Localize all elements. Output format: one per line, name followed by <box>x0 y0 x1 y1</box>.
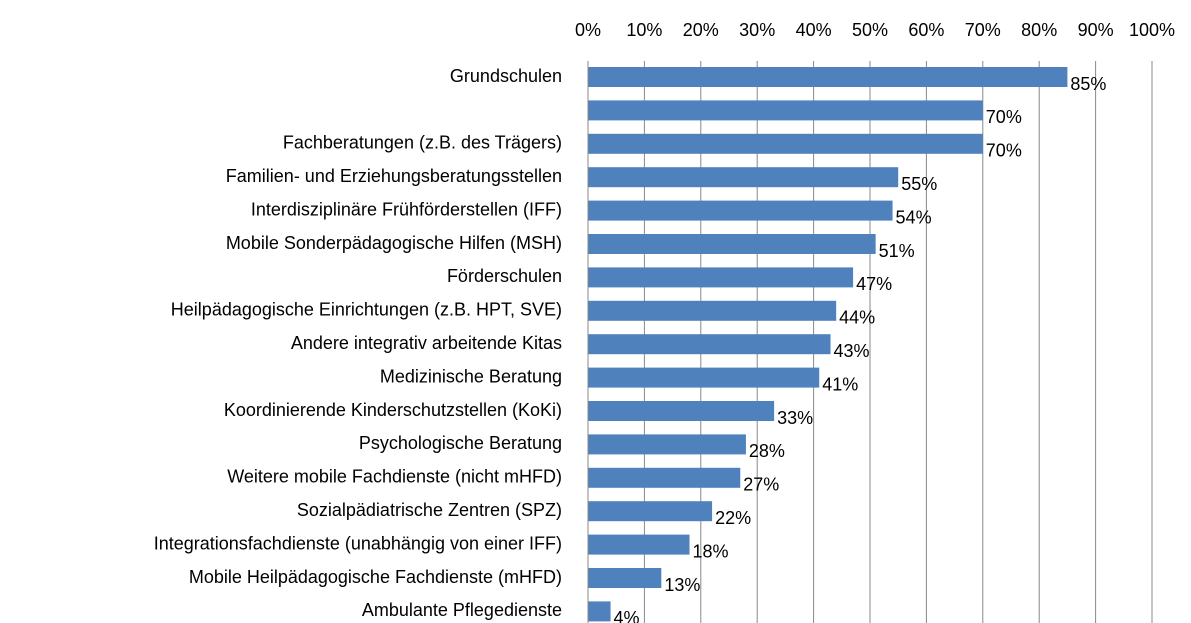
x-tick-label: 50% <box>852 20 888 40</box>
x-tick-label: 90% <box>1078 20 1114 40</box>
bar <box>588 434 746 455</box>
bar <box>588 67 1068 87</box>
x-tick-label: 10% <box>626 20 662 40</box>
y-tick-label: Mobile Heilpädagogische Fachdienste (mHF… <box>189 567 562 587</box>
bar <box>588 234 876 254</box>
bar <box>588 467 741 488</box>
value-label: 22% <box>715 508 751 528</box>
y-tick-label: Integrationsfachdienste (unabhängig von … <box>154 533 562 553</box>
bar <box>588 601 611 622</box>
value-label: 70% <box>986 141 1022 161</box>
bar <box>588 501 713 522</box>
value-label: 28% <box>749 441 785 461</box>
y-tick-label: Förderschulen <box>447 266 562 286</box>
value-label: 85% <box>1070 74 1106 94</box>
y-tick-label: Andere integrativ arbeitende Kitas <box>291 333 562 353</box>
value-label: 41% <box>822 374 858 394</box>
x-tick-label: 20% <box>683 20 719 40</box>
value-label: 18% <box>693 541 729 561</box>
y-tick-label: Sozialpädiatrische Zentren (SPZ) <box>297 500 562 520</box>
value-label: 47% <box>856 274 892 294</box>
value-label: 13% <box>664 575 700 595</box>
value-label: 33% <box>777 408 813 428</box>
x-tick-label: 100% <box>1129 20 1175 40</box>
bar <box>588 200 893 221</box>
x-tick-label: 70% <box>965 20 1001 40</box>
value-label: 55% <box>901 174 937 194</box>
x-tick-label: 80% <box>1021 20 1057 40</box>
value-label: 4% <box>614 608 640 623</box>
y-tick-label: Psychologische Beratung <box>359 433 562 453</box>
y-tick-label: Interdisziplinäre Frühförderstellen (IFF… <box>251 199 562 219</box>
x-tick-label: 30% <box>739 20 775 40</box>
bar <box>588 267 854 288</box>
bar <box>588 300 837 321</box>
bar <box>588 133 983 154</box>
y-tick-label: Grundschulen <box>450 66 562 86</box>
bar <box>588 534 690 555</box>
y-tick-label: Koordinierende Kinderschutzstellen (KoKi… <box>224 400 562 420</box>
x-tick-label: 0% <box>575 20 601 40</box>
x-tick-label: 60% <box>908 20 944 40</box>
x-tick-label: 40% <box>796 20 832 40</box>
y-tick-label: Ambulante Pflegedienste <box>362 600 562 620</box>
bar <box>588 100 983 121</box>
y-tick-label: Medizinische Beratung <box>380 366 562 386</box>
value-label: 44% <box>839 308 875 328</box>
value-label: 51% <box>879 241 915 261</box>
y-tick-label: Fachberatungen (z.B. des Trägers) <box>283 133 562 153</box>
value-label: 43% <box>834 341 870 361</box>
y-tick-label: Weitere mobile Fachdienste (nicht mHFD) <box>227 467 562 487</box>
bar <box>588 568 662 588</box>
y-tick-label: Mobile Sonderpädagogische Hilfen (MSH) <box>226 233 562 253</box>
value-label: 70% <box>986 107 1022 127</box>
y-tick-label: Familien- und Erziehungsberatungsstellen <box>226 166 562 186</box>
bar <box>588 334 831 355</box>
value-label: 27% <box>743 475 779 495</box>
value-label: 54% <box>896 207 932 227</box>
bar <box>588 167 899 188</box>
bar <box>588 401 775 421</box>
y-tick-label: Heilpädagogische Einrichtungen (z.B. HPT… <box>171 300 562 320</box>
bar <box>588 367 820 388</box>
